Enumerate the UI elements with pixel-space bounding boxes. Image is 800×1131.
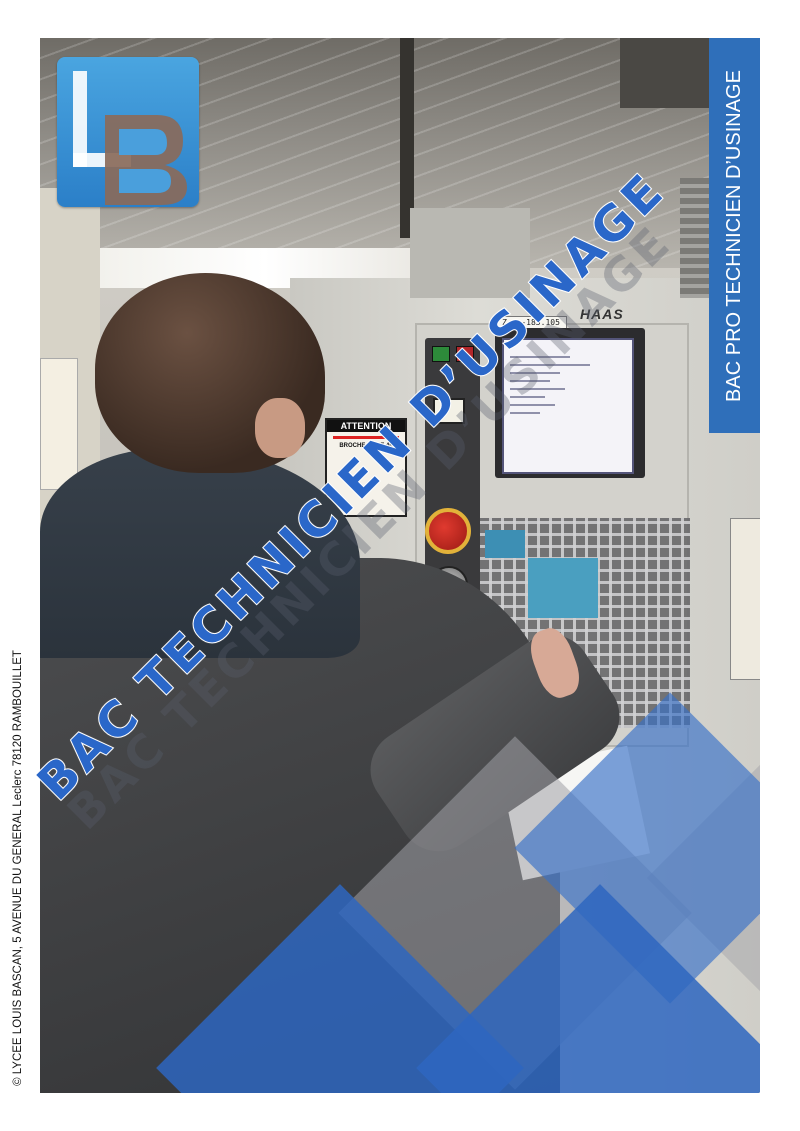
- screen-text-line: [510, 404, 555, 406]
- light-mast: [400, 38, 414, 238]
- school-address: © LYCEE LOUIS BASCAN, 5 AVENUE DU GENERA…: [12, 650, 24, 1086]
- machine-top-housing: [410, 208, 530, 298]
- function-keys: [485, 530, 525, 558]
- emergency-stop-button: [425, 508, 471, 554]
- screen-text-line: [510, 396, 545, 398]
- warning-sign-header: ATTENTION: [327, 420, 405, 432]
- spindle-stop-button: [456, 346, 474, 362]
- screen-text-line: [510, 388, 565, 390]
- cnc-screen: [502, 338, 634, 474]
- school-logo: LB: [57, 57, 199, 207]
- screen-text-line: [510, 380, 550, 382]
- logo-lb-glyph: [73, 71, 187, 205]
- screen-text-line: [510, 412, 540, 414]
- warning-sign-divider: [333, 436, 399, 439]
- cover-photo: HAAS Z = -185.105 ATTENTION BROCHE CÔNE …: [40, 38, 760, 1093]
- screen-text-line: [510, 364, 590, 366]
- machine-sticker: [730, 518, 760, 680]
- warning-sign-subheader: BROCHE CÔNE 40: [339, 443, 393, 449]
- warning-sign: ATTENTION BROCHE CÔNE 40: [325, 418, 407, 517]
- wall-sign: [40, 358, 78, 490]
- screen-text-line: [510, 356, 570, 358]
- spindle-load-gauge: [433, 398, 465, 424]
- student-hood: [40, 448, 360, 658]
- screen-text-line: [510, 372, 560, 374]
- spindle-start-button: [432, 346, 450, 362]
- student-ear: [255, 398, 305, 458]
- cursor-keys: [528, 558, 598, 618]
- side-banner-text: BAC PRO TECHNICIEN D’USINAGE: [723, 70, 745, 402]
- machine-brand-logo: HAAS: [580, 306, 624, 322]
- side-banner: [709, 38, 760, 433]
